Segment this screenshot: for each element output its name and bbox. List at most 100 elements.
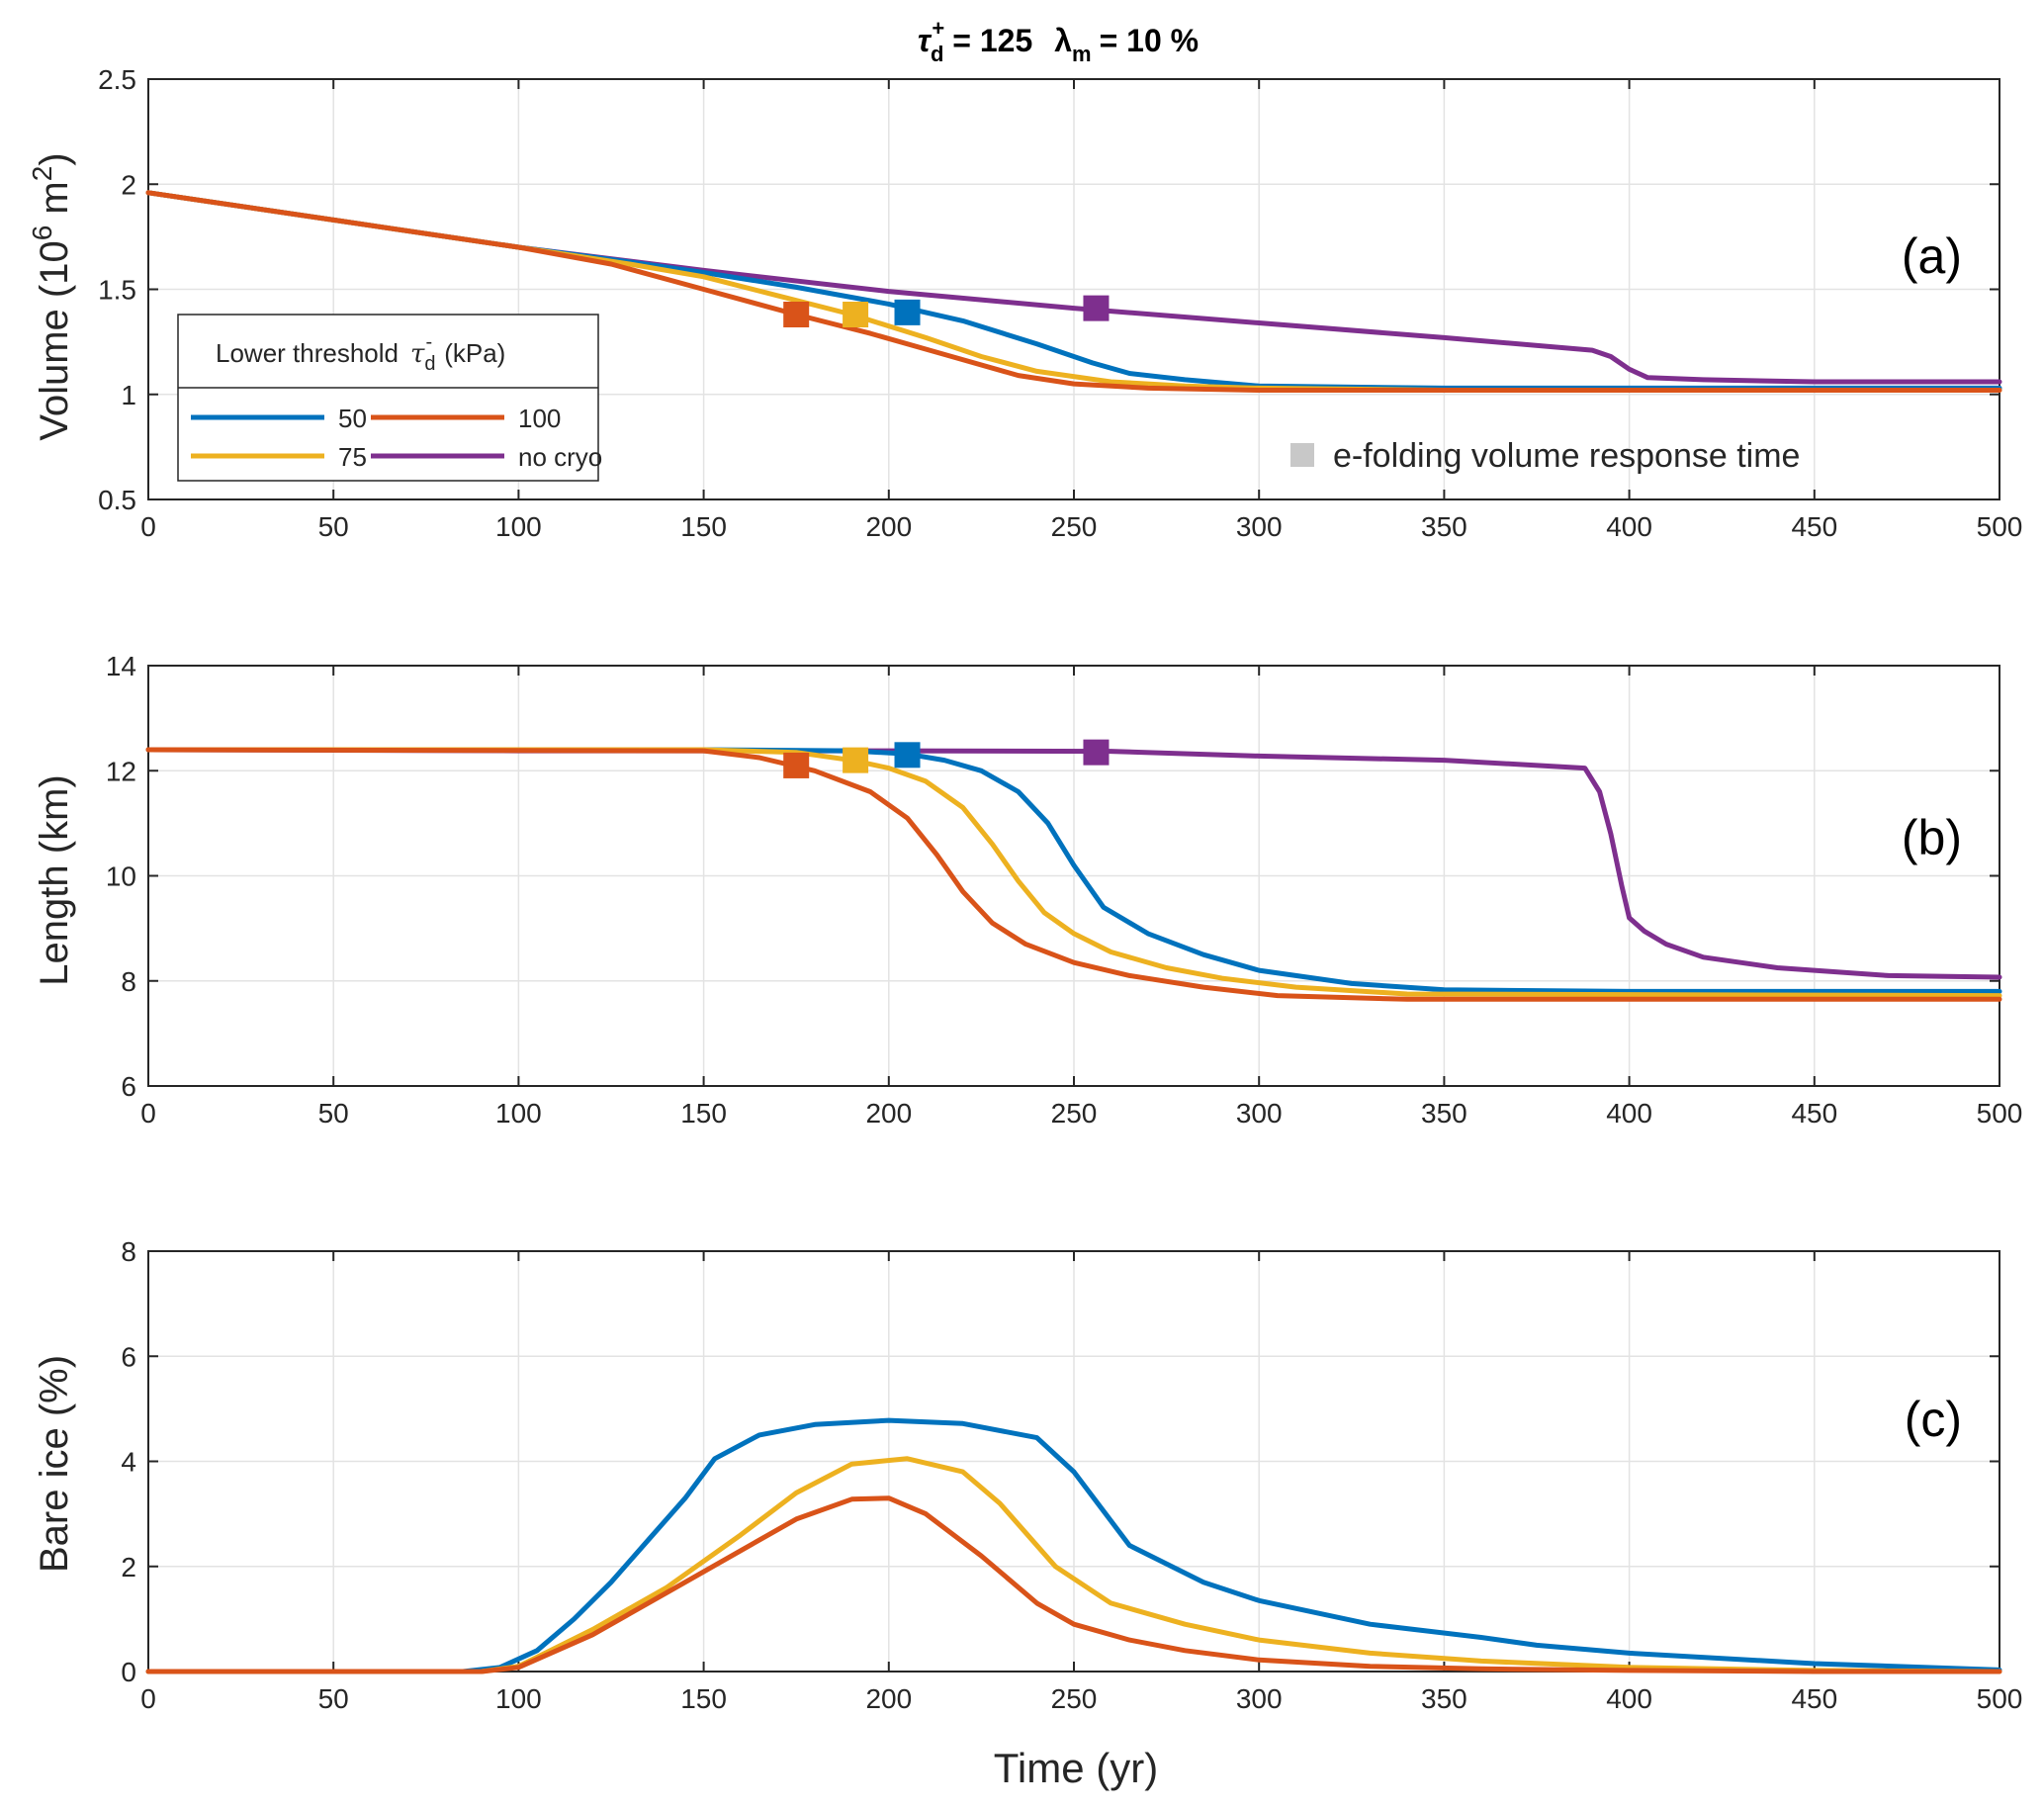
y-tick-label: 2 [121,169,136,200]
y-tick-label: 6 [121,1341,136,1372]
y-tick-label: 14 [106,651,136,681]
efolding-marker-100 [783,302,810,327]
x-tick-label: 300 [1236,1098,1283,1129]
y-tick-label: 1.5 [98,275,136,306]
series-line-75 [145,747,2002,999]
x-tick-label: 350 [1421,1683,1467,1714]
title-tau-value: = 125 [952,23,1032,58]
x-tick-label: 150 [680,1098,727,1129]
x-tick-label: 0 [140,1098,156,1129]
y-tick-label: 12 [106,756,136,786]
x-tick-label: 500 [1977,511,2023,542]
title-lambda-sub: m [1072,42,1092,66]
series-line-50 [145,747,2002,994]
x-tick-label: 250 [1051,1683,1098,1714]
legend-title-prefix: Lower threshold [216,338,399,368]
x-tick-label: 150 [680,511,727,542]
x-tick-label: 100 [495,1098,542,1129]
efolding-marker-no-cryo [1083,295,1110,321]
y-tick-label: 0.5 [98,485,136,515]
ylabel-a-sup: 6 [27,226,57,241]
x-tick-label: 100 [495,1683,542,1714]
x-tick-label: 300 [1236,511,1283,542]
title-tau-sup: + [932,16,944,41]
ylabel-a-prefix: Volume (10 [33,240,76,440]
x-tick-label: 100 [495,511,542,542]
legend-label-50: 50 [338,404,367,433]
x-tick-label: 250 [1051,1098,1098,1129]
ylabel-c: Bare ice (%) [33,1355,76,1573]
efolding-marker-100 [783,752,810,778]
series-line-75 [145,1456,2002,1674]
y-tick-label: 2 [121,1552,136,1583]
y-tick-label: 4 [121,1447,136,1478]
x-tick-label: 50 [318,1098,349,1129]
x-tick-label: 350 [1421,1098,1467,1129]
legend-title-sub: d [424,353,435,375]
ylabel-a-mid: m [33,181,76,225]
ylabel-a-sup2: 2 [27,166,57,182]
x-tick-label: 450 [1791,1098,1837,1129]
x-tick-label: 250 [1051,511,1098,542]
x-tick-label: 50 [318,511,349,542]
y-tick-label: 1 [121,380,136,410]
title-tau: τ [918,23,933,58]
efolding-marker-50 [894,742,921,769]
x-tick-label: 200 [865,1683,912,1714]
x-tick-label: 450 [1791,1683,1837,1714]
legend-label-75: 75 [338,442,367,472]
legend-label-100: 100 [518,404,561,433]
x-tick-label: 50 [318,1683,349,1714]
y-tick-label: 2.5 [98,64,136,95]
title-lambda: λ [1054,23,1072,58]
x-tick-label: 200 [865,1098,912,1129]
x-tick-label: 200 [865,511,912,542]
x-tick-label: 500 [1977,1098,2023,1129]
x-tick-label: 400 [1606,1683,1652,1714]
x-tick-label: 0 [140,1683,156,1714]
panel-label-b: (b) [1902,810,1962,865]
series-line-no-cryo [145,747,2002,980]
series-line-100 [145,1495,2002,1674]
x-tick-label: 350 [1421,511,1467,542]
x-tick-label: 0 [140,511,156,542]
efolding-note: e-folding volume response time [1290,437,1800,475]
efolding-marker-icon [1290,443,1314,467]
xlabel-time: Time (yr) [994,1745,1158,1791]
legend-title-symbol: τ [410,339,425,369]
y-tick-label: 8 [121,966,136,997]
title-tau-sub: d [931,42,943,66]
ylabel-a-suffix: ) [33,152,76,165]
x-tick-label: 150 [680,1683,727,1714]
panel-a: 0 50 100 150 200 250 300 350 400 450 500 0.5 1 1.5 2 2.… [98,64,2022,542]
legend-box [177,314,599,482]
efolding-note-label: e-folding volume response time [1333,437,1800,475]
title-lambda-value: = 10 % [1100,23,1200,58]
x-tick-label: 300 [1236,1683,1283,1714]
legend-label-no-cryo: no cryo [518,442,602,472]
panel-b: 0 50 100 150 200 250 300 350 400 450 500 6 8 10 12 14 [106,651,2023,1129]
x-tick-label: 400 [1606,1098,1652,1129]
x-tick-label: 400 [1606,511,1652,542]
figure-title: τd+ = 125 λm = 10 % [918,16,1199,66]
series-line-100 [145,190,2002,393]
panel-label-a: (a) [1902,228,1962,284]
efolding-marker-75 [843,747,869,773]
legend: Lower threshold τd- (kPa) 50 100 75 no cry… [177,314,602,482]
panel-label-c: (c) [1905,1392,1962,1447]
x-tick-label: 450 [1791,511,1837,542]
panel-c: 0 50 100 150 200 250 300 350 400 450 500 0 2 4 6 8 [121,1236,2022,1714]
legend-title-sup: - [426,331,433,353]
ylabel-b: Length (km) [33,774,76,985]
ylabel-a: Volume (106 m2) [27,152,76,440]
efolding-marker-75 [843,302,869,327]
y-tick-label: 10 [106,861,136,892]
series-line-50 [145,1417,2002,1674]
y-tick-label: 6 [121,1071,136,1102]
y-tick-label: 8 [121,1236,136,1267]
efolding-marker-50 [894,299,921,325]
efolding-marker-no-cryo [1083,739,1110,766]
legend-title-unit: (kPa) [444,338,505,368]
x-tick-label: 500 [1977,1683,2023,1714]
